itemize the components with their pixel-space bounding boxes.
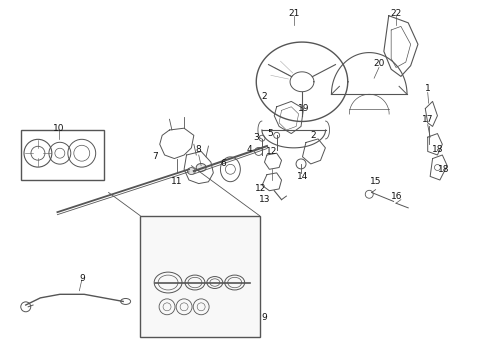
- Bar: [21, 130, 104, 180]
- Text: 19: 19: [298, 104, 309, 113]
- Text: 8: 8: [196, 145, 201, 154]
- Text: 15: 15: [370, 177, 381, 186]
- Bar: [140, 216, 260, 337]
- Ellipse shape: [188, 168, 196, 175]
- Text: 13: 13: [259, 195, 270, 204]
- Text: 20: 20: [373, 59, 385, 68]
- Text: 16: 16: [391, 192, 403, 201]
- Text: 17: 17: [422, 115, 434, 124]
- Text: 14: 14: [297, 172, 308, 181]
- Text: 9: 9: [262, 313, 268, 322]
- Text: 22: 22: [391, 9, 402, 18]
- Text: 18: 18: [438, 165, 449, 174]
- Text: 1: 1: [425, 84, 431, 93]
- Text: 6: 6: [220, 159, 226, 168]
- Text: 12: 12: [266, 147, 277, 156]
- Text: 12: 12: [255, 184, 267, 193]
- Text: 9: 9: [79, 274, 85, 283]
- Text: 2: 2: [262, 91, 268, 100]
- Text: 18: 18: [432, 145, 443, 154]
- Text: 4: 4: [246, 145, 252, 154]
- Text: 11: 11: [171, 177, 183, 186]
- Text: 7: 7: [152, 152, 158, 161]
- Text: 5: 5: [268, 129, 273, 138]
- Text: 10: 10: [53, 124, 65, 133]
- Text: 21: 21: [288, 9, 299, 18]
- Text: 3: 3: [253, 132, 259, 141]
- Text: 2: 2: [310, 131, 316, 140]
- Ellipse shape: [196, 163, 206, 171]
